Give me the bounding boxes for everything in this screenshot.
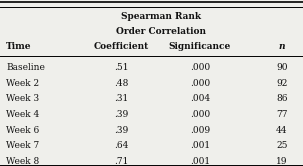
Text: Order Correlation: Order Correlation	[115, 27, 206, 36]
Text: 86: 86	[276, 94, 288, 103]
Text: .39: .39	[114, 110, 128, 119]
Text: Week 4: Week 4	[6, 110, 39, 119]
Text: 19: 19	[276, 157, 288, 166]
Text: Week 6: Week 6	[6, 126, 39, 135]
Text: Baseline: Baseline	[6, 63, 45, 72]
Text: .71: .71	[114, 157, 128, 166]
Text: Significance: Significance	[169, 42, 231, 51]
Text: 25: 25	[276, 141, 288, 150]
Text: .000: .000	[190, 79, 210, 88]
Text: .001: .001	[190, 141, 210, 150]
Text: .009: .009	[190, 126, 210, 135]
Text: .000: .000	[190, 110, 210, 119]
Text: 90: 90	[276, 63, 288, 72]
Text: Week 2: Week 2	[6, 79, 39, 88]
Text: Time: Time	[6, 42, 32, 51]
Text: .000: .000	[190, 63, 210, 72]
Text: .39: .39	[114, 126, 128, 135]
Text: .51: .51	[114, 63, 128, 72]
Text: 77: 77	[276, 110, 288, 119]
Text: Spearman Rank: Spearman Rank	[121, 12, 201, 21]
Text: Coefficient: Coefficient	[94, 42, 149, 51]
Text: .64: .64	[114, 141, 128, 150]
Text: .31: .31	[114, 94, 128, 103]
Text: Week 8: Week 8	[6, 157, 39, 166]
Text: 44: 44	[276, 126, 288, 135]
Text: .004: .004	[190, 94, 210, 103]
Text: .001: .001	[190, 157, 210, 166]
Text: Week 7: Week 7	[6, 141, 39, 150]
Text: .48: .48	[114, 79, 128, 88]
Text: Week 3: Week 3	[6, 94, 39, 103]
Text: 92: 92	[276, 79, 288, 88]
Text: n: n	[278, 42, 285, 51]
